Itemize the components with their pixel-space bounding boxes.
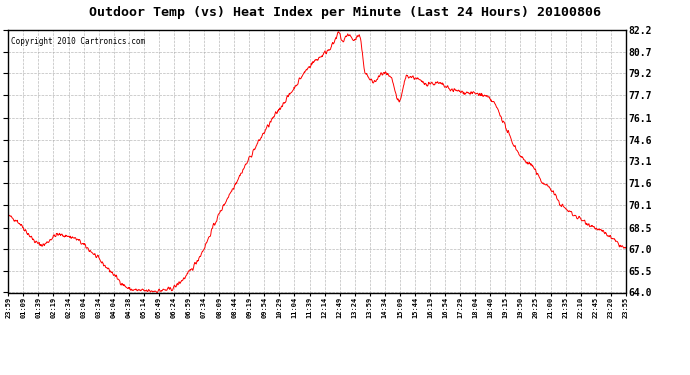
Text: Copyright 2010 Cartronics.com: Copyright 2010 Cartronics.com [11,37,146,46]
Text: Outdoor Temp (vs) Heat Index per Minute (Last 24 Hours) 20100806: Outdoor Temp (vs) Heat Index per Minute … [89,6,601,19]
